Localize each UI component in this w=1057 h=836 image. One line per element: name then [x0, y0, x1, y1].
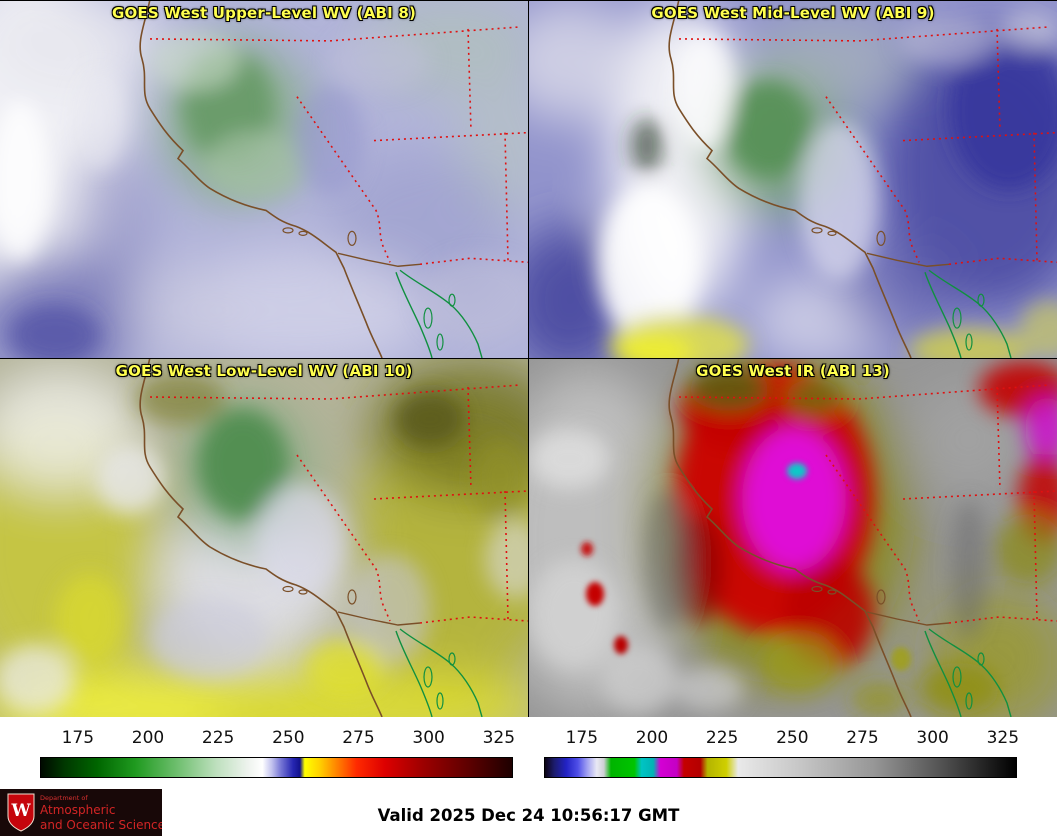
uw-aos-logo: W Department of Atmospheric and Oceanic … — [0, 789, 162, 836]
colorbar-ticks-left: 175 200 225 250 275 300 325 — [40, 728, 516, 750]
tick-label: 200 — [131, 728, 165, 748]
tick-label: 175 — [61, 728, 95, 748]
tick-label: 275 — [846, 728, 879, 748]
ir-colorbar — [544, 757, 1017, 778]
satellite-image-mid-level-wv — [529, 1, 1057, 358]
tick-label: 225 — [705, 728, 739, 748]
logo-dept-line: Department of — [40, 794, 88, 802]
satellite-panel-grid: GOES West Upper-Level WV (ABI 8) — [0, 0, 1057, 717]
tick-label: 250 — [272, 728, 305, 748]
tick-label: 225 — [201, 728, 235, 748]
satellite-image-ir — [529, 359, 1057, 717]
tick-label: 325 — [482, 728, 516, 748]
tick-label: 200 — [635, 728, 669, 748]
uw-crest-icon: W — [7, 793, 35, 832]
panel-ir: GOES West IR (ABI 13) — [529, 359, 1057, 717]
crest-letter: W — [10, 801, 31, 821]
tick-label: 300 — [412, 728, 445, 748]
tick-label: 250 — [776, 728, 809, 748]
satellite-image-low-level-wv — [0, 359, 528, 717]
panel-low-level-wv: GOES West Low-Level WV (ABI 10) — [0, 359, 528, 717]
colorbar-ticks-right: 175 200 225 250 275 300 325 — [544, 728, 1020, 750]
panel-upper-level-wv: GOES West Upper-Level WV (ABI 8) — [0, 1, 528, 358]
tick-label: 175 — [565, 728, 599, 748]
tick-label: 300 — [916, 728, 949, 748]
tick-label: 275 — [342, 728, 375, 748]
valid-time-text: Valid 2025 Dec 24 10:56:17 GMT — [377, 806, 680, 825]
logo-atmospheric-line: Atmospheric — [40, 803, 115, 817]
satellite-image-upper-level-wv — [0, 1, 528, 358]
water-vapor-colorbar — [40, 757, 513, 778]
tick-label: 325 — [986, 728, 1020, 748]
panel-mid-level-wv: GOES West Mid-Level WV (ABI 9) — [529, 1, 1057, 358]
logo-oceanic-line: and Oceanic Sciences — [40, 818, 162, 832]
